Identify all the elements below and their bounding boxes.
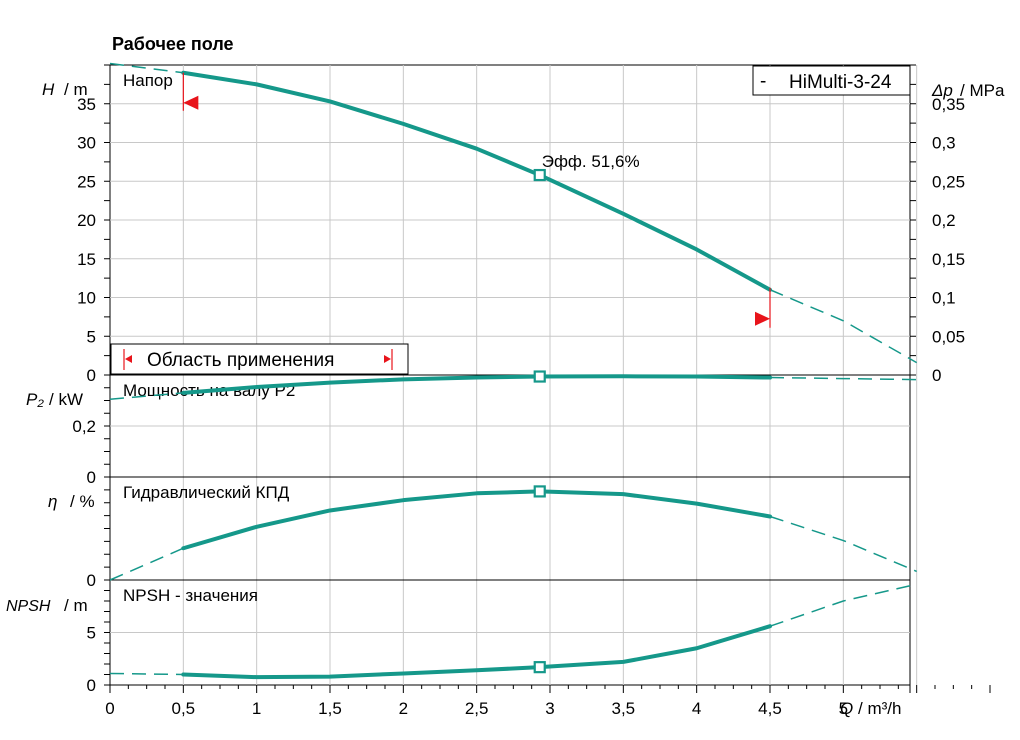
right-tick-label: 0,15 [932, 250, 965, 269]
y-tick-label: 30 [77, 134, 96, 153]
x-tick-label: 0,5 [172, 699, 196, 718]
y-tick-label: 15 [77, 250, 96, 269]
y-axis-label: P₂ [26, 390, 44, 409]
legend-marker: - [760, 71, 766, 92]
x-tick-label: 2,5 [465, 699, 489, 718]
panel-title: NPSH - значения [123, 586, 258, 605]
application-range-box [110, 343, 409, 375]
range-box-right-arrow [384, 355, 391, 363]
y-axis-unit: / % [70, 492, 95, 511]
right-tick-label: 0,1 [932, 289, 956, 308]
range-box-left-arrow [125, 355, 132, 363]
efficiency-annotation: Эфф. 51,6% [542, 152, 640, 171]
curve-dashed-left [109, 62, 184, 74]
legend-box [752, 65, 911, 96]
right-tick-label: 0,2 [932, 211, 956, 230]
x-axis-label: Q [840, 699, 853, 718]
range-marker-right-triangle [755, 311, 770, 326]
duty-point-marker [533, 370, 546, 383]
panel-title: Напор [123, 71, 173, 90]
panel-title: Гидравлический КПД [123, 483, 290, 502]
right-tick-label: 0,05 [932, 327, 965, 346]
y-axis-unit: / m [64, 80, 88, 99]
y-axis-label: H [42, 80, 55, 99]
x-tick-label: 5 [839, 699, 848, 718]
right-tick-label: 0,3 [932, 134, 956, 153]
y-axis-label: NPSH [6, 598, 51, 615]
curve-dashed-left [109, 672, 184, 676]
right-tick-label: 0,35 [932, 95, 965, 114]
duty-point-marker [533, 661, 546, 674]
x-tick-label: 3,5 [612, 699, 636, 718]
x-tick-label: 2 [399, 699, 408, 718]
right-axis-label: Δp [931, 81, 953, 100]
y-tick-label: 25 [77, 172, 96, 191]
chart-title: Рабочее поле [112, 34, 234, 54]
y-axis-unit: / kW [49, 390, 83, 409]
curve-dashed-right [769, 289, 918, 364]
duty-point-marker [533, 485, 546, 498]
y-tick-label: 10 [77, 289, 96, 308]
curve-dashed-right [769, 376, 917, 381]
curve-solid [181, 489, 772, 551]
x-tick-label: 4,5 [758, 699, 782, 718]
curve-solid [181, 624, 772, 680]
y-tick-label: 5 [87, 624, 96, 643]
y-tick-label: 0 [87, 676, 96, 695]
curve-dashed-left [109, 392, 184, 400]
x-tick-label: 3 [545, 699, 554, 718]
x-tick-label: 1 [252, 699, 261, 718]
x-tick-label: 4 [692, 699, 701, 718]
legend-label: HiMulti-3-24 [789, 72, 892, 93]
right-tick-label: 0,25 [932, 172, 965, 191]
range-marker-left-triangle [183, 95, 199, 110]
right-axis-unit: / MPa [960, 81, 1005, 100]
curve-solid [181, 374, 772, 395]
curve-dashed-left [109, 547, 184, 581]
duty-point-marker [533, 168, 546, 182]
x-axis-unit: / m³/h [858, 699, 901, 718]
y-tick-label: 5 [87, 327, 96, 346]
y-tick-label: 35 [77, 95, 96, 114]
x-tick-label: 1,5 [318, 699, 342, 718]
y-tick-label: 0,2 [72, 417, 96, 436]
curve-dashed-right [769, 515, 917, 573]
curve-solid [181, 70, 772, 292]
y-tick-label: 0 [87, 366, 96, 385]
y-axis-label: η [48, 492, 57, 511]
curve-dashed-right [769, 583, 917, 627]
y-tick-label: 0 [87, 571, 96, 590]
application-range-label: Область применения [147, 350, 334, 371]
y-axis-unit: / m [64, 596, 88, 615]
y-tick-label: 20 [77, 211, 96, 230]
right-tick-label: 0 [932, 366, 941, 385]
x-tick-label: 0 [105, 699, 114, 718]
y-tick-label: 0 [87, 468, 96, 487]
